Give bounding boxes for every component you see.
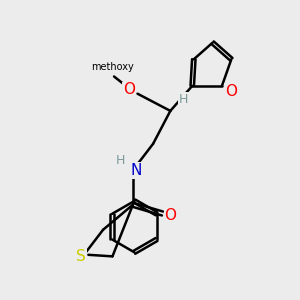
Text: N: N: [130, 163, 142, 178]
Text: O: O: [164, 208, 176, 223]
Text: O: O: [123, 82, 135, 98]
Text: O: O: [225, 84, 237, 99]
Text: methoxy: methoxy: [91, 62, 134, 72]
Text: H: H: [179, 92, 188, 106]
Text: S: S: [76, 249, 86, 264]
Text: H: H: [116, 154, 125, 167]
